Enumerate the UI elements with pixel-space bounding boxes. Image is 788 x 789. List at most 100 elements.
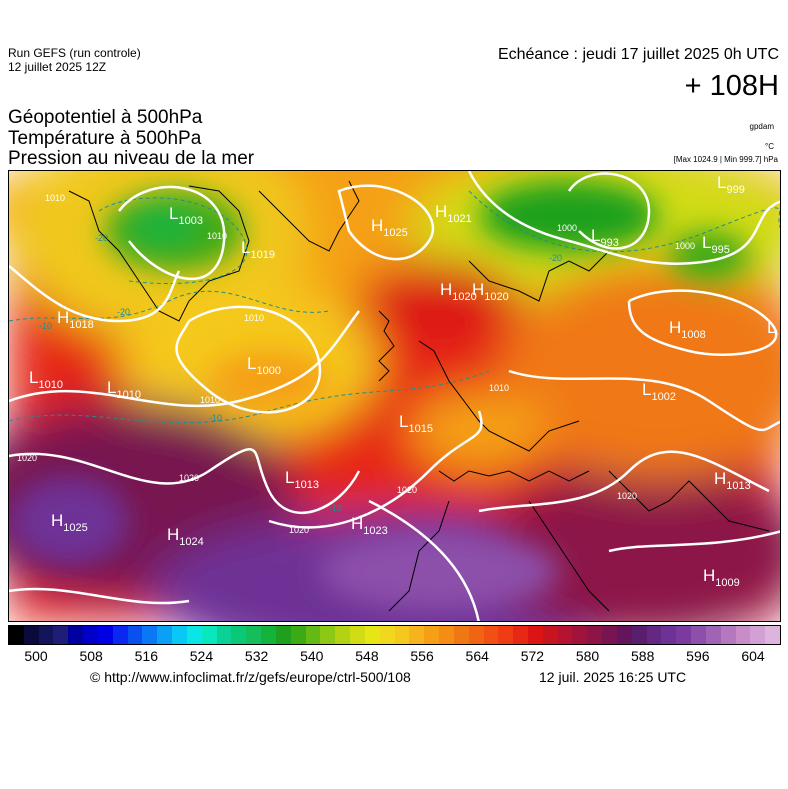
color-scale-swatch — [83, 626, 98, 644]
color-scale-swatch — [587, 626, 603, 644]
color-scale-swatch — [9, 626, 24, 644]
color-scale-swatch — [68, 626, 84, 644]
color-scale-label: 500 — [24, 648, 48, 664]
color-scale-swatch — [661, 626, 677, 644]
color-scale-swatch — [527, 626, 543, 644]
color-scale-swatch — [186, 626, 202, 644]
isobar-label: 1020 — [289, 525, 309, 535]
temperature-label: -10 — [39, 321, 52, 331]
temperature-label: -20 — [95, 233, 108, 243]
color-scale-label: 556 — [410, 648, 434, 664]
isobar-label: 1010 — [45, 193, 65, 203]
high-pressure-center: H1023 — [351, 514, 388, 537]
color-scale-label: 524 — [189, 648, 214, 664]
color-scale-swatch — [290, 626, 306, 644]
run-name: Run GEFS (run controle) — [8, 46, 141, 60]
color-scale-swatch — [97, 626, 113, 644]
color-scale-swatch — [142, 626, 158, 644]
color-scale-swatch — [379, 626, 395, 644]
color-scale-swatch — [735, 626, 751, 644]
low-pressure-center: L1015 — [399, 412, 433, 435]
isobar-label: 1000 — [675, 241, 695, 251]
color-scale-swatch — [231, 626, 247, 644]
high-pressure-center: H1008 — [669, 318, 706, 341]
color-scale-swatch — [498, 626, 514, 644]
color-scale-swatch — [705, 626, 721, 644]
high-pressure-center: H1021 — [435, 202, 472, 225]
isobar-label: 1010 — [207, 231, 227, 241]
temperature-label: -20 — [549, 253, 562, 263]
unit-temperature: °C — [765, 142, 774, 151]
color-scale-swatch — [572, 626, 588, 644]
parameter-title-geopotential: Géopotentiel à 500hPa — [8, 107, 203, 128]
low-pressure-center: L1019 — [241, 238, 275, 261]
lead-time: + 108H — [684, 70, 779, 102]
color-scale-swatch — [616, 626, 632, 644]
color-scale-label: 508 — [79, 648, 103, 664]
low-pressure-center: L999 — [717, 173, 745, 196]
color-scale-swatch — [216, 626, 232, 644]
color-scale-swatch — [23, 626, 39, 644]
isobar-labels-layer: 1010 1000 1010 1010 1000 1010 1020 1020 1020 1020… — [17, 193, 695, 535]
map-canvas: L1003L1019H1025H1021L993L999L995H1018L10… — [9, 171, 780, 621]
color-scale-swatch — [409, 626, 425, 644]
low-pressure-center: L993 — [591, 226, 619, 249]
color-scale-label: 596 — [686, 648, 710, 664]
high-pressure-center: H1025 — [51, 511, 88, 534]
color-scale-swatch — [53, 626, 69, 644]
high-pressure-center: H1018 — [57, 308, 94, 331]
isobar-label: 1020 — [17, 453, 37, 463]
low-pressure-center: L1000 — [247, 354, 281, 377]
color-scale — [8, 625, 781, 645]
temperature-label: -10 — [209, 413, 222, 423]
high-pressure-center: H1020 — [440, 280, 477, 303]
run-date: 12 juillet 2025 12Z — [8, 60, 107, 74]
low-pressure-center: L1003 — [169, 204, 203, 227]
color-scale-swatch — [720, 626, 736, 644]
color-scale-swatch — [557, 626, 573, 644]
color-scale-swatch — [513, 626, 528, 644]
isobar-label: 1010 — [489, 383, 509, 393]
unit-geopotential: gpdam — [749, 122, 774, 131]
color-scale-label: 516 — [134, 648, 158, 664]
color-scale-swatch — [38, 626, 54, 644]
color-scale-swatch — [157, 626, 173, 644]
color-scale-swatch — [364, 626, 380, 644]
pressure-centers-layer: L1003L1019H1025H1021L993L999L995H1018L10… — [29, 173, 776, 589]
color-scale-swatch — [646, 626, 662, 644]
color-scale-swatch — [305, 626, 321, 644]
color-scale-swatch — [631, 626, 647, 644]
parameter-title-temperature: Température à 500hPa — [8, 128, 202, 149]
color-scale-swatch — [112, 626, 128, 644]
low-pressure-center: L1013 — [285, 468, 319, 491]
low-pressure-center: L1010 — [29, 368, 63, 391]
isobar-label: 1010 — [244, 313, 264, 323]
low-pressure-center: L1010 — [107, 378, 141, 401]
color-scale-swatch — [439, 626, 454, 644]
generation-timestamp: 12 juil. 2025 16:25 UTC — [539, 669, 687, 685]
color-scale-swatch — [424, 626, 440, 644]
color-scale-swatch — [765, 626, 781, 644]
low-pressure-center: L995 — [702, 233, 730, 256]
color-scale-label: 564 — [465, 648, 489, 664]
forecast-valid-time: Echéance : jeudi 17 juillet 2025 0h UTC — [497, 46, 779, 63]
color-scale-swatch — [127, 626, 143, 644]
color-scale-swatch — [750, 626, 766, 644]
isobar-label: 1010 — [200, 395, 220, 405]
pressure-range: [Max 1024.9 | Min 999.7] hPa — [673, 155, 778, 164]
color-scale-label: 572 — [520, 648, 545, 664]
color-scale-label: 532 — [244, 648, 269, 664]
isobar-label: 1020 — [617, 491, 637, 501]
color-scale-swatch — [201, 626, 217, 644]
high-pressure-center: H1025 — [371, 216, 408, 239]
isobar-label: 1020 — [397, 485, 417, 495]
weather-map: L1003 L1019 H1025 H1021 L993 L999 L995 H1018 L10… — [8, 170, 781, 622]
color-scale-swatch — [320, 626, 336, 644]
color-scale-swatch — [261, 626, 276, 644]
color-scale-labels: 500 508 516 524 532 540 548 556 564 572 580 588 596 6… — [8, 648, 781, 666]
color-scale-swatch — [483, 626, 499, 644]
low-pressure-center: L — [767, 318, 776, 337]
isobars — [9, 171, 780, 621]
color-scale-swatch — [602, 626, 617, 644]
color-scale-swatch — [453, 626, 469, 644]
